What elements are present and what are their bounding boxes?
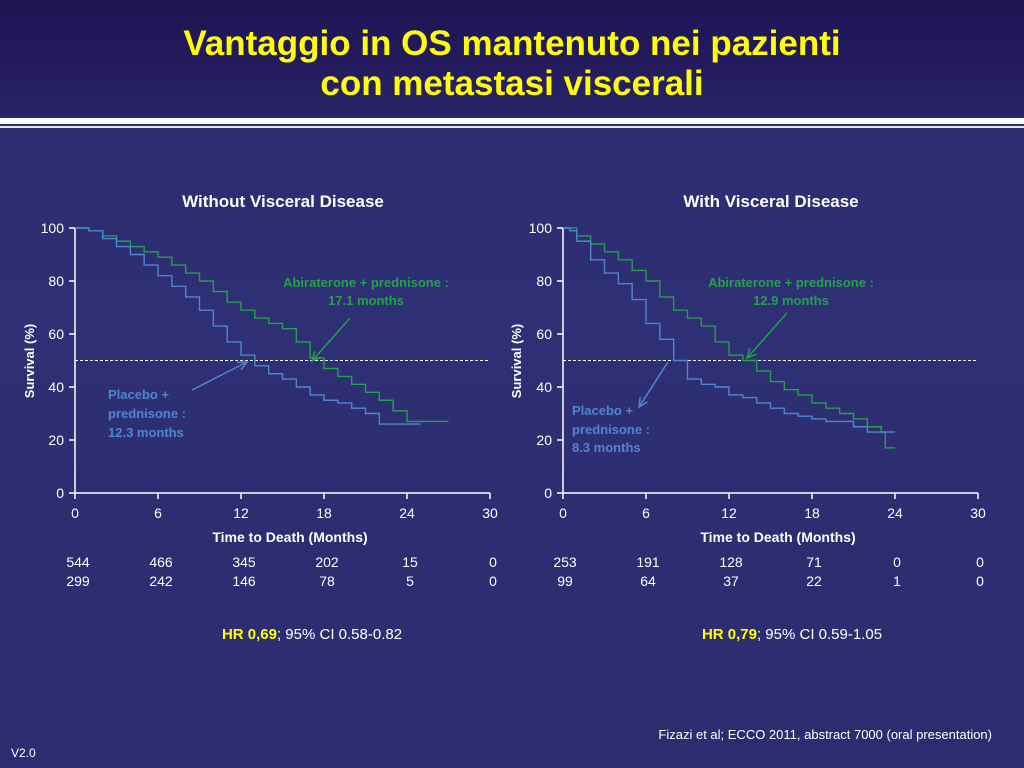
hr-ci: ; 95% CI 0.59-1.05 bbox=[757, 626, 882, 643]
placebo-annotation: Placebo + prednisone : 8.3 months bbox=[572, 403, 650, 455]
title-line-1: Vantaggio in OS mantenuto nei pazienti bbox=[183, 24, 841, 63]
x-tick-label: 18 bbox=[804, 505, 820, 521]
title-line-2: con metastasi viscerali bbox=[320, 64, 704, 103]
chart-title: Without Visceral Disease bbox=[182, 192, 384, 211]
x-tick-label: 0 bbox=[71, 505, 79, 521]
abiraterone-arrow-head bbox=[745, 348, 757, 360]
hr-value: HR 0,79 bbox=[702, 626, 757, 643]
risk-table-abiraterone-count: 544 bbox=[66, 554, 90, 570]
placebo-label-1: Placebo + bbox=[108, 387, 169, 402]
y-tick-label: 80 bbox=[536, 273, 552, 289]
abiraterone-arrow-line bbox=[311, 317, 351, 362]
risk-table-abiraterone-count: 191 bbox=[636, 554, 660, 570]
placebo-median: 8.3 months bbox=[572, 440, 641, 455]
citation: Fizazi et al; ECCO 2011, abstract 7000 (… bbox=[658, 727, 992, 742]
risk-table-abiraterone-count: 0 bbox=[976, 554, 984, 570]
placebo-survival-curve bbox=[563, 227, 895, 433]
risk-table-placebo-count: 0 bbox=[976, 573, 984, 589]
x-tick-label: 0 bbox=[559, 505, 567, 521]
y-tick-label: 0 bbox=[56, 485, 64, 501]
y-axis-label: Survival (%) bbox=[509, 324, 524, 398]
risk-table-abiraterone-count: 345 bbox=[232, 554, 256, 570]
x-tick-label: 18 bbox=[316, 505, 332, 521]
title-divider-thin bbox=[0, 126, 1024, 128]
risk-table-abiraterone-count: 466 bbox=[149, 554, 173, 570]
x-tick-label: 6 bbox=[642, 505, 650, 521]
x-tick-label: 12 bbox=[721, 505, 737, 521]
placebo-label-1: Placebo + bbox=[572, 403, 633, 418]
risk-table-placebo-count: 78 bbox=[319, 573, 335, 589]
chart-panel-without-visceral: Without Visceral Disease Time to Death (… bbox=[22, 192, 498, 643]
header-bar: Vantaggio in OS mantenuto nei pazienti c… bbox=[0, 0, 1024, 118]
title-divider bbox=[0, 118, 1024, 124]
risk-table-abiraterone-count: 128 bbox=[719, 554, 743, 570]
risk-table-abiraterone-count: 0 bbox=[489, 554, 497, 570]
x-tick-label: 24 bbox=[887, 505, 903, 521]
y-tick-label: 100 bbox=[529, 220, 553, 236]
placebo-arrow-head bbox=[236, 361, 249, 371]
abiraterone-survival-curve bbox=[75, 227, 449, 423]
y-tick-label: 60 bbox=[48, 326, 64, 342]
risk-table-placebo-count: 64 bbox=[640, 573, 656, 589]
abiraterone-arrow-head bbox=[310, 351, 322, 363]
hr-text: HR 0,79; 95% CI 0.59-1.05 bbox=[702, 626, 882, 643]
hr-value: HR 0,69 bbox=[222, 626, 277, 643]
risk-table-abiraterone-count: 15 bbox=[402, 554, 418, 570]
risk-table-abiraterone-count: 0 bbox=[893, 554, 901, 570]
abiraterone-arrow-line bbox=[746, 312, 788, 359]
x-axis-label: Time to Death (Months) bbox=[700, 529, 855, 545]
risk-table-placebo-count: 1 bbox=[893, 573, 901, 589]
abiraterone-label: Abiraterone + prednisone : bbox=[708, 275, 874, 290]
y-tick-label: 60 bbox=[536, 326, 552, 342]
abiraterone-survival-curve bbox=[563, 227, 895, 449]
risk-table-placebo-count: 99 bbox=[557, 573, 573, 589]
abiraterone-annotation: Abiraterone + prednisone : 12.9 months bbox=[708, 275, 874, 308]
risk-table-placebo-count: 242 bbox=[149, 573, 173, 589]
placebo-label-2: prednisone : bbox=[108, 406, 186, 421]
hr-text: HR 0,69; 95% CI 0.58-0.82 bbox=[222, 626, 402, 643]
y-axis-label: Survival (%) bbox=[22, 324, 37, 398]
abiraterone-median: 12.9 months bbox=[753, 293, 829, 308]
risk-table-placebo-count: 299 bbox=[66, 573, 90, 589]
version-label: V2.0 bbox=[11, 746, 36, 760]
y-tick-label: 0 bbox=[544, 485, 552, 501]
slide-title: Vantaggio in OS mantenuto nei pazienti c… bbox=[0, 24, 1024, 104]
x-tick-label: 24 bbox=[399, 505, 415, 521]
y-tick-label: 40 bbox=[536, 379, 552, 395]
y-tick-label: 80 bbox=[48, 273, 64, 289]
x-tick-label: 30 bbox=[970, 505, 986, 521]
risk-table-abiraterone-count: 253 bbox=[553, 554, 577, 570]
placebo-arrow-line bbox=[191, 361, 248, 391]
x-tick-label: 30 bbox=[482, 505, 498, 521]
abiraterone-median: 17.1 months bbox=[328, 293, 404, 308]
placebo-median: 12.3 months bbox=[108, 425, 184, 440]
placebo-arrow-line bbox=[638, 361, 669, 408]
y-tick-label: 40 bbox=[48, 379, 64, 395]
chart-panel-with-visceral: With Visceral Disease Time to Death (Mon… bbox=[509, 192, 986, 643]
y-tick-label: 20 bbox=[536, 432, 552, 448]
risk-table-placebo-count: 22 bbox=[806, 573, 822, 589]
risk-table-placebo-count: 5 bbox=[406, 573, 414, 589]
placebo-survival-curve bbox=[75, 227, 421, 425]
x-tick-label: 12 bbox=[233, 505, 249, 521]
x-tick-label: 6 bbox=[154, 505, 162, 521]
risk-table-placebo-count: 146 bbox=[232, 573, 256, 589]
hr-ci: ; 95% CI 0.58-0.82 bbox=[277, 626, 402, 643]
y-tick-label: 100 bbox=[41, 220, 65, 236]
chart-title: With Visceral Disease bbox=[683, 192, 858, 211]
y-tick-label: 20 bbox=[48, 432, 64, 448]
risk-table-abiraterone-count: 71 bbox=[806, 554, 822, 570]
placebo-annotation: Placebo + prednisone : 12.3 months bbox=[108, 387, 186, 440]
abiraterone-label: Abiraterone + prednisone : bbox=[283, 275, 449, 290]
risk-table-placebo-count: 0 bbox=[489, 573, 497, 589]
risk-table-abiraterone-count: 202 bbox=[315, 554, 339, 570]
risk-table-placebo-count: 37 bbox=[723, 573, 739, 589]
x-axis-label: Time to Death (Months) bbox=[212, 529, 367, 545]
abiraterone-annotation: Abiraterone + prednisone : 17.1 months bbox=[283, 275, 449, 308]
placebo-arrow-head bbox=[638, 396, 648, 409]
placebo-label-2: prednisone : bbox=[572, 422, 650, 437]
